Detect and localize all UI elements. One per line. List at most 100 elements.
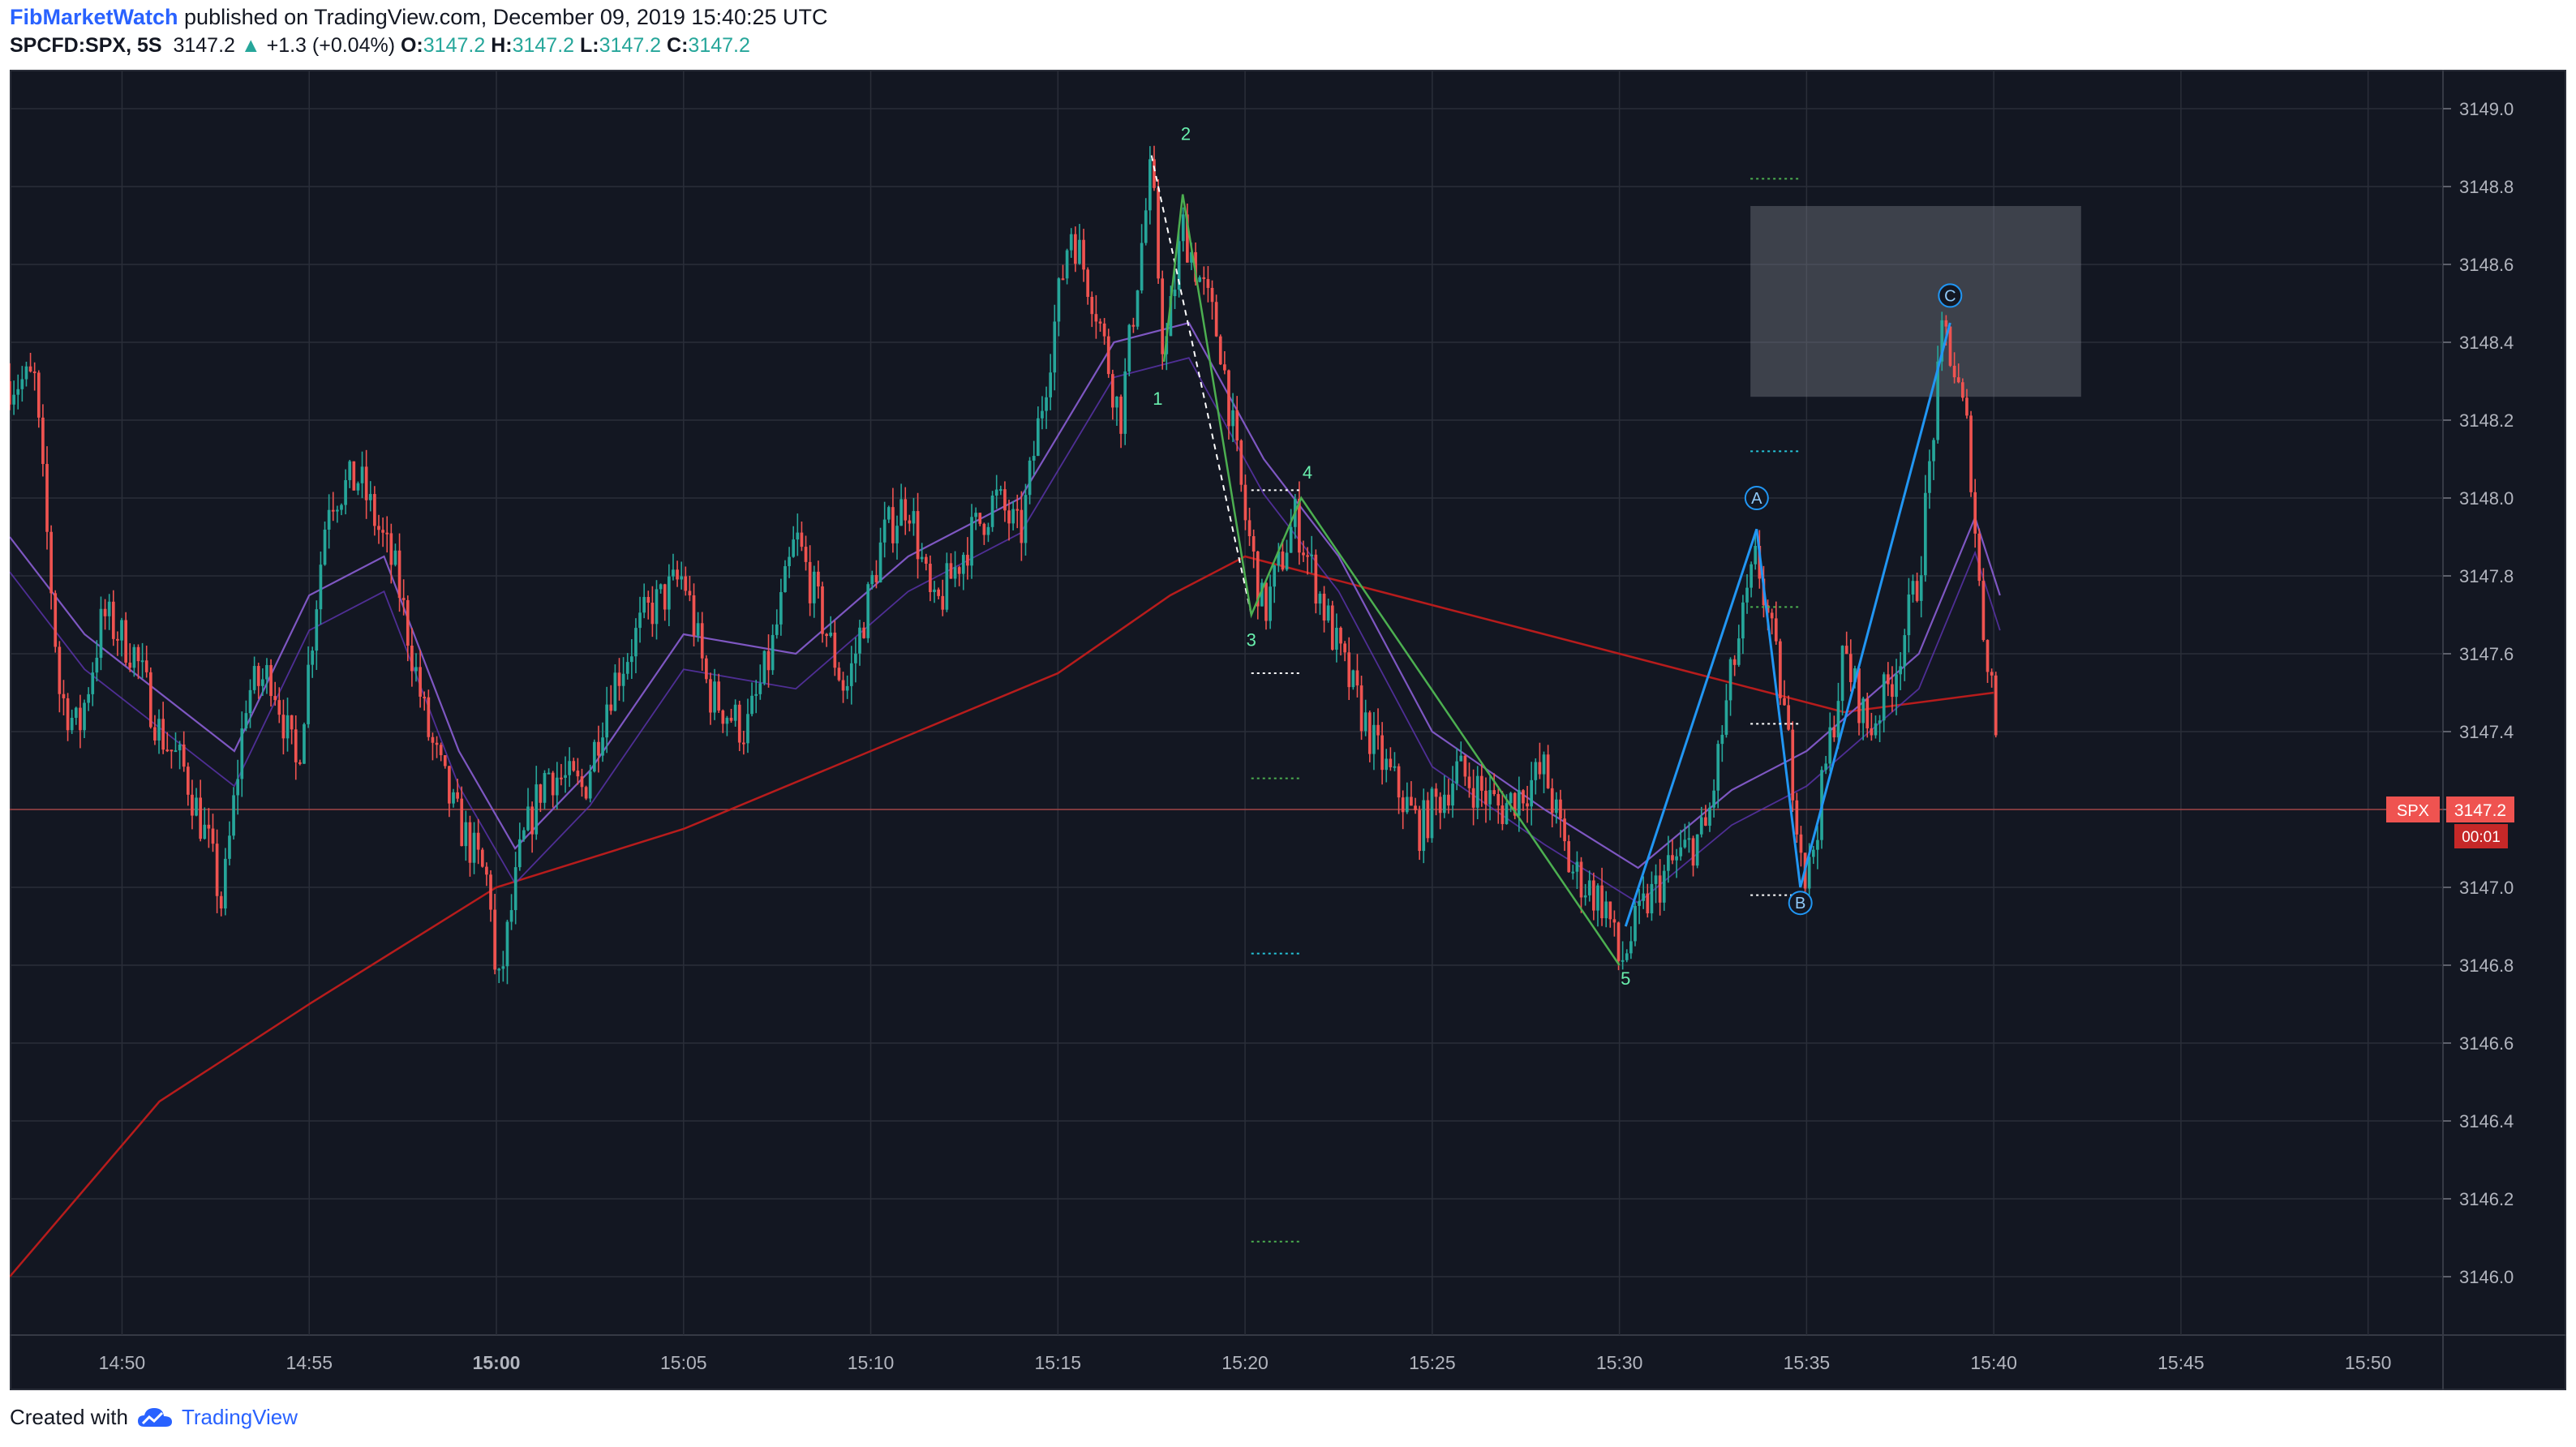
candle-body: [1973, 492, 1977, 534]
candle-body: [1389, 758, 1393, 767]
candle-body: [535, 784, 539, 835]
candle-body: [771, 634, 775, 671]
candle-body: [1405, 796, 1409, 813]
candle-body: [1555, 799, 1558, 814]
candle-body: [128, 662, 132, 668]
candle-body: [1923, 492, 1927, 576]
candle-body: [1210, 287, 1214, 303]
price-axis[interactable]: 3149.0 3148.8 3148.6 3148.4 3148.2 3148.0 3147…: [2443, 99, 2514, 1287]
candle-body: [924, 556, 928, 565]
candle-body: [1981, 581, 1986, 641]
price-tag-symbol-bg: [2386, 796, 2440, 822]
high-label: H:: [491, 34, 513, 57]
candle-body: [1691, 838, 1695, 866]
candle-body: [754, 693, 758, 696]
countdown-value: 00:01: [2462, 829, 2501, 846]
candle-body: [526, 806, 530, 831]
candle-body: [1090, 296, 1094, 315]
candle-body: [509, 910, 513, 922]
candle-body: [746, 714, 749, 744]
wave-label-2: 2: [1181, 123, 1191, 144]
candle-body: [1779, 641, 1782, 698]
candle-body: [829, 632, 833, 637]
candle-body: [737, 704, 741, 743]
candle-body: [1936, 361, 1940, 440]
candle-body: [153, 727, 157, 741]
time-tick-label: 14:55: [286, 1352, 333, 1373]
candle-body: [1679, 847, 1683, 857]
price-tag: SPX 3147.2 00:01: [2386, 796, 2514, 848]
candle-body: [1127, 324, 1131, 371]
candle-body: [103, 608, 107, 616]
candle-body: [476, 832, 480, 850]
candle-body: [937, 589, 940, 596]
candle-body: [882, 519, 887, 543]
candle-body: [766, 651, 771, 671]
time-axis[interactable]: 14:50 14:55 15:00 15:05 15:10 15:15 15:20 15:25…: [99, 1352, 2392, 1373]
candle-body: [1393, 766, 1397, 768]
candle-body: [1629, 941, 1633, 954]
candle-body: [485, 866, 488, 875]
candle-body: [817, 571, 820, 587]
candle-body: [1886, 674, 1890, 685]
candle-body: [1252, 536, 1256, 552]
candle-body: [1401, 797, 1405, 813]
candle-body: [1347, 652, 1351, 688]
candle-body: [625, 662, 629, 674]
candle-body: [1169, 296, 1173, 337]
candle-body: [1932, 440, 1935, 462]
candle-body: [845, 685, 849, 691]
candle-body: [543, 773, 547, 803]
candle-body: [1965, 397, 1968, 416]
candle-body: [348, 461, 352, 480]
author-link[interactable]: FibMarketWatch: [10, 5, 178, 29]
candle-body: [427, 697, 431, 737]
candle-body: [833, 632, 837, 668]
candle-body: [385, 532, 389, 535]
candle-body: [199, 797, 203, 839]
candle-body: [28, 366, 32, 372]
candle-body: [277, 700, 281, 715]
candle-body: [609, 704, 613, 711]
candle-body: [530, 806, 534, 835]
last-price: 3147.2: [173, 34, 235, 57]
candle-body: [497, 968, 501, 971]
candle-body: [1326, 605, 1330, 621]
candle-body: [406, 599, 410, 646]
candle-body: [982, 523, 986, 535]
close-value: 3147.2: [688, 34, 750, 57]
candle-body: [298, 762, 302, 764]
price-tick-label: 3149.0: [2459, 99, 2514, 119]
candle-body: [232, 795, 235, 836]
candle-body: [547, 772, 551, 775]
price-tick-label: 3147.4: [2459, 722, 2514, 742]
candle-body: [788, 556, 791, 567]
candle-body: [307, 664, 310, 724]
tradingview-cloud-icon: [137, 1407, 172, 1427]
candle-body: [373, 494, 376, 526]
chart-frame[interactable]: [10, 70, 2566, 1390]
candle-body: [1538, 762, 1542, 775]
candle-body: [1816, 839, 1819, 850]
candle-body: [95, 657, 99, 673]
candle-body: [165, 749, 170, 752]
candle-body: [709, 679, 712, 713]
tradingview-link[interactable]: TradingView: [181, 1405, 298, 1429]
candle-body: [858, 627, 861, 654]
candle-body: [1131, 324, 1136, 327]
candle-body: [750, 695, 753, 715]
candle-body: [58, 646, 62, 694]
candle-body: [219, 895, 223, 909]
candle-body: [866, 584, 870, 638]
candle-body: [812, 571, 816, 603]
candle-body: [157, 719, 161, 741]
candle-body: [10, 381, 11, 405]
candle-body: [1667, 855, 1670, 871]
candle-body: [1451, 784, 1454, 806]
candle-body: [605, 704, 608, 738]
candle-body: [1426, 800, 1430, 839]
candle-body: [617, 672, 621, 686]
candle-body: [182, 744, 186, 767]
candle-body: [601, 737, 604, 756]
